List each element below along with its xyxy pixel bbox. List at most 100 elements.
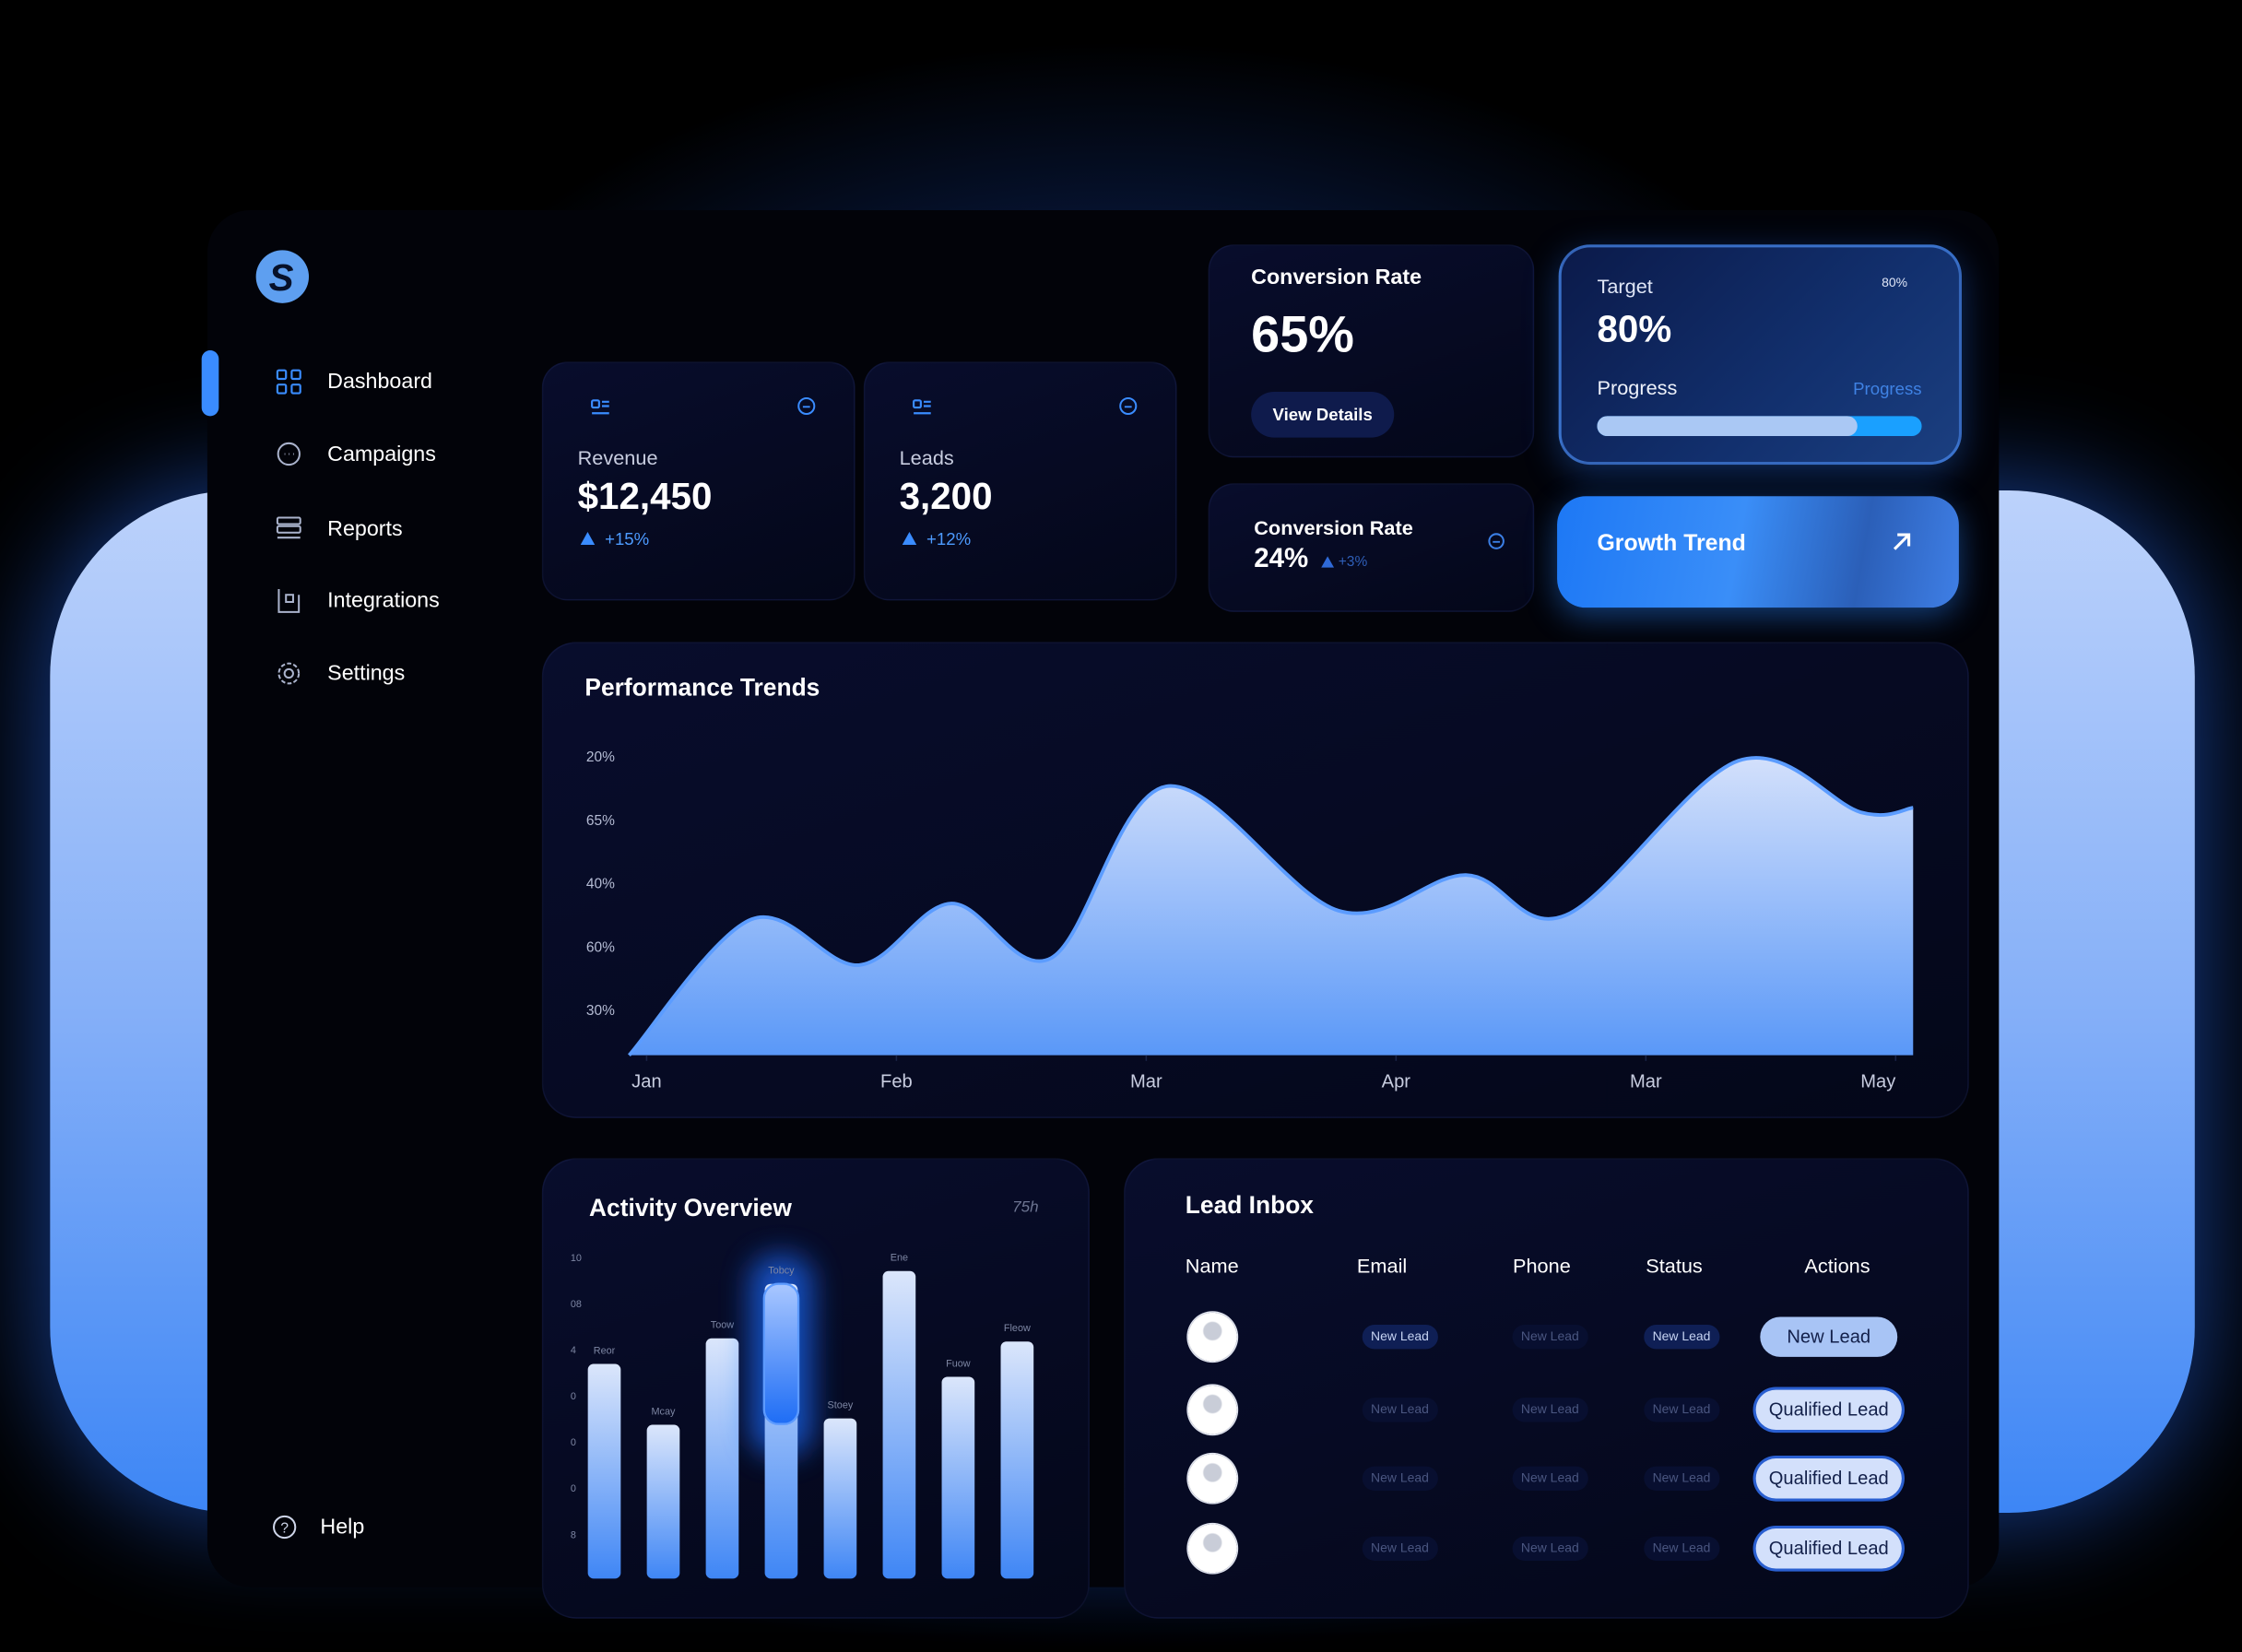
nav-icon (277, 662, 301, 685)
column-header: Email (1356, 1254, 1408, 1278)
status-pill: New Lead (1644, 1325, 1719, 1350)
activity-title: Activity Overview (589, 1194, 792, 1222)
active-indicator (201, 349, 219, 417)
status-pill: New Lead (1362, 1466, 1438, 1491)
bar (646, 1424, 680, 1579)
status-pill: New Lead (1644, 1466, 1719, 1491)
action-button[interactable]: Qualified Lead (1755, 1528, 1902, 1569)
nav-icon (277, 589, 301, 613)
stat-label: Revenue (577, 445, 658, 469)
y-axis-label: 8 (571, 1529, 576, 1540)
bar-label: Fuow (946, 1358, 971, 1369)
y-axis-label: 40% (586, 877, 615, 892)
nav-item[interactable]: Dashboard (327, 369, 433, 395)
card-icon (1488, 533, 1504, 549)
bar (882, 1270, 916, 1579)
y-axis-label: 0 (571, 1483, 576, 1494)
status-pill: New Lead (1362, 1398, 1438, 1422)
progress-label: Progress (1597, 375, 1678, 399)
column-header: Status (1646, 1254, 1703, 1278)
x-tick-label: Jan (631, 1071, 662, 1092)
x-tick-label: Feb (880, 1071, 913, 1092)
status-pill: New Lead (1362, 1325, 1438, 1350)
status-pill: New Lead (1644, 1536, 1719, 1561)
svg-text:?: ? (280, 1521, 289, 1537)
bar (587, 1363, 621, 1579)
action-button[interactable]: Qualified Lead (1755, 1458, 1902, 1499)
y-axis-label: 10 (571, 1253, 582, 1264)
logo[interactable] (255, 250, 310, 303)
stat-corner-icon (1119, 396, 1138, 416)
bar-label: Stoey (828, 1400, 854, 1411)
nav-item[interactable]: Integrations (327, 588, 440, 613)
status-pill: New Lead (1512, 1325, 1588, 1350)
bar (1000, 1341, 1034, 1579)
performance-title: Performance Trends (584, 674, 820, 702)
help-icon: ? (273, 1515, 297, 1540)
bar (823, 1418, 857, 1579)
y-axis-label: 08 (571, 1299, 582, 1310)
stat-card (541, 361, 856, 601)
growth-trend-button[interactable] (1557, 496, 1959, 608)
avatar (1187, 1454, 1237, 1504)
column-header: Actions (1804, 1254, 1870, 1278)
bar-label: Reor (594, 1345, 616, 1356)
stat-icon (913, 399, 931, 415)
column-header: Phone (1512, 1254, 1571, 1278)
y-axis-label: 30% (586, 1003, 615, 1019)
conversion-small-change: +3% (1338, 554, 1368, 571)
logo-letter: S (268, 255, 294, 300)
area-line (628, 756, 1914, 1056)
activity-note: 75h (1012, 1198, 1039, 1217)
bar-label: Tobcy (768, 1266, 795, 1277)
stat-corner-icon (797, 396, 816, 416)
stat-label: Leads (899, 445, 954, 469)
stat-icon (591, 399, 609, 415)
up-triangle (1321, 556, 1335, 568)
conversion-title: Conversion Rate (1251, 265, 1422, 290)
conversion-value: 65% (1251, 304, 1354, 363)
avatar (1187, 1312, 1237, 1362)
y-axis-label: 0 (571, 1437, 576, 1448)
x-tick-label: Mar (1130, 1071, 1162, 1092)
status-pill: New Lead (1644, 1398, 1719, 1422)
progress-hint: Progress (1853, 379, 1922, 399)
x-tick-label: Mar (1630, 1071, 1662, 1092)
activity-card (541, 1158, 1090, 1619)
status-pill: New Lead (1512, 1536, 1588, 1561)
conversion-small-title: Conversion Rate (1254, 515, 1413, 539)
stat-value: 3,200 (899, 474, 993, 518)
column-header: Name (1185, 1254, 1239, 1278)
y-axis-label: 4 (571, 1345, 576, 1356)
progress-fill (1597, 416, 1858, 437)
bar-highlight (762, 1282, 800, 1425)
help-link[interactable]: Help (320, 1515, 365, 1540)
view-details-button[interactable]: View Details (1251, 391, 1395, 438)
action-button[interactable]: New Lead (1760, 1316, 1898, 1357)
conversion-small-value: 24% (1254, 544, 1309, 574)
target-value: 80% (1597, 307, 1672, 350)
nav-item[interactable]: Campaigns (327, 442, 436, 467)
stat-change: +12% (926, 528, 972, 549)
nav-icon (277, 442, 301, 466)
up-triangle (902, 531, 917, 545)
stat-value: $12,450 (577, 474, 713, 518)
x-tick-label: Apr (1382, 1071, 1411, 1092)
nav-item[interactable]: Settings (327, 661, 406, 686)
action-button[interactable]: Qualified Lead (1755, 1389, 1902, 1431)
status-pill: New Lead (1512, 1398, 1588, 1422)
nav-icon (276, 516, 301, 539)
stat-card (863, 361, 1177, 601)
arrow-icon (1894, 533, 1911, 550)
conversion-small-card (1208, 483, 1535, 612)
nav-item[interactable]: Reports (327, 516, 403, 542)
bar-label: Fleow (1004, 1323, 1031, 1334)
y-axis-label: 60% (586, 939, 615, 955)
status-pill: New Lead (1512, 1466, 1588, 1491)
x-tick-label: May (1860, 1071, 1896, 1092)
area (629, 757, 1914, 1056)
lead-inbox-title: Lead Inbox (1185, 1191, 1314, 1220)
stat-change: +15% (605, 528, 650, 549)
target-title: Target (1597, 274, 1653, 298)
